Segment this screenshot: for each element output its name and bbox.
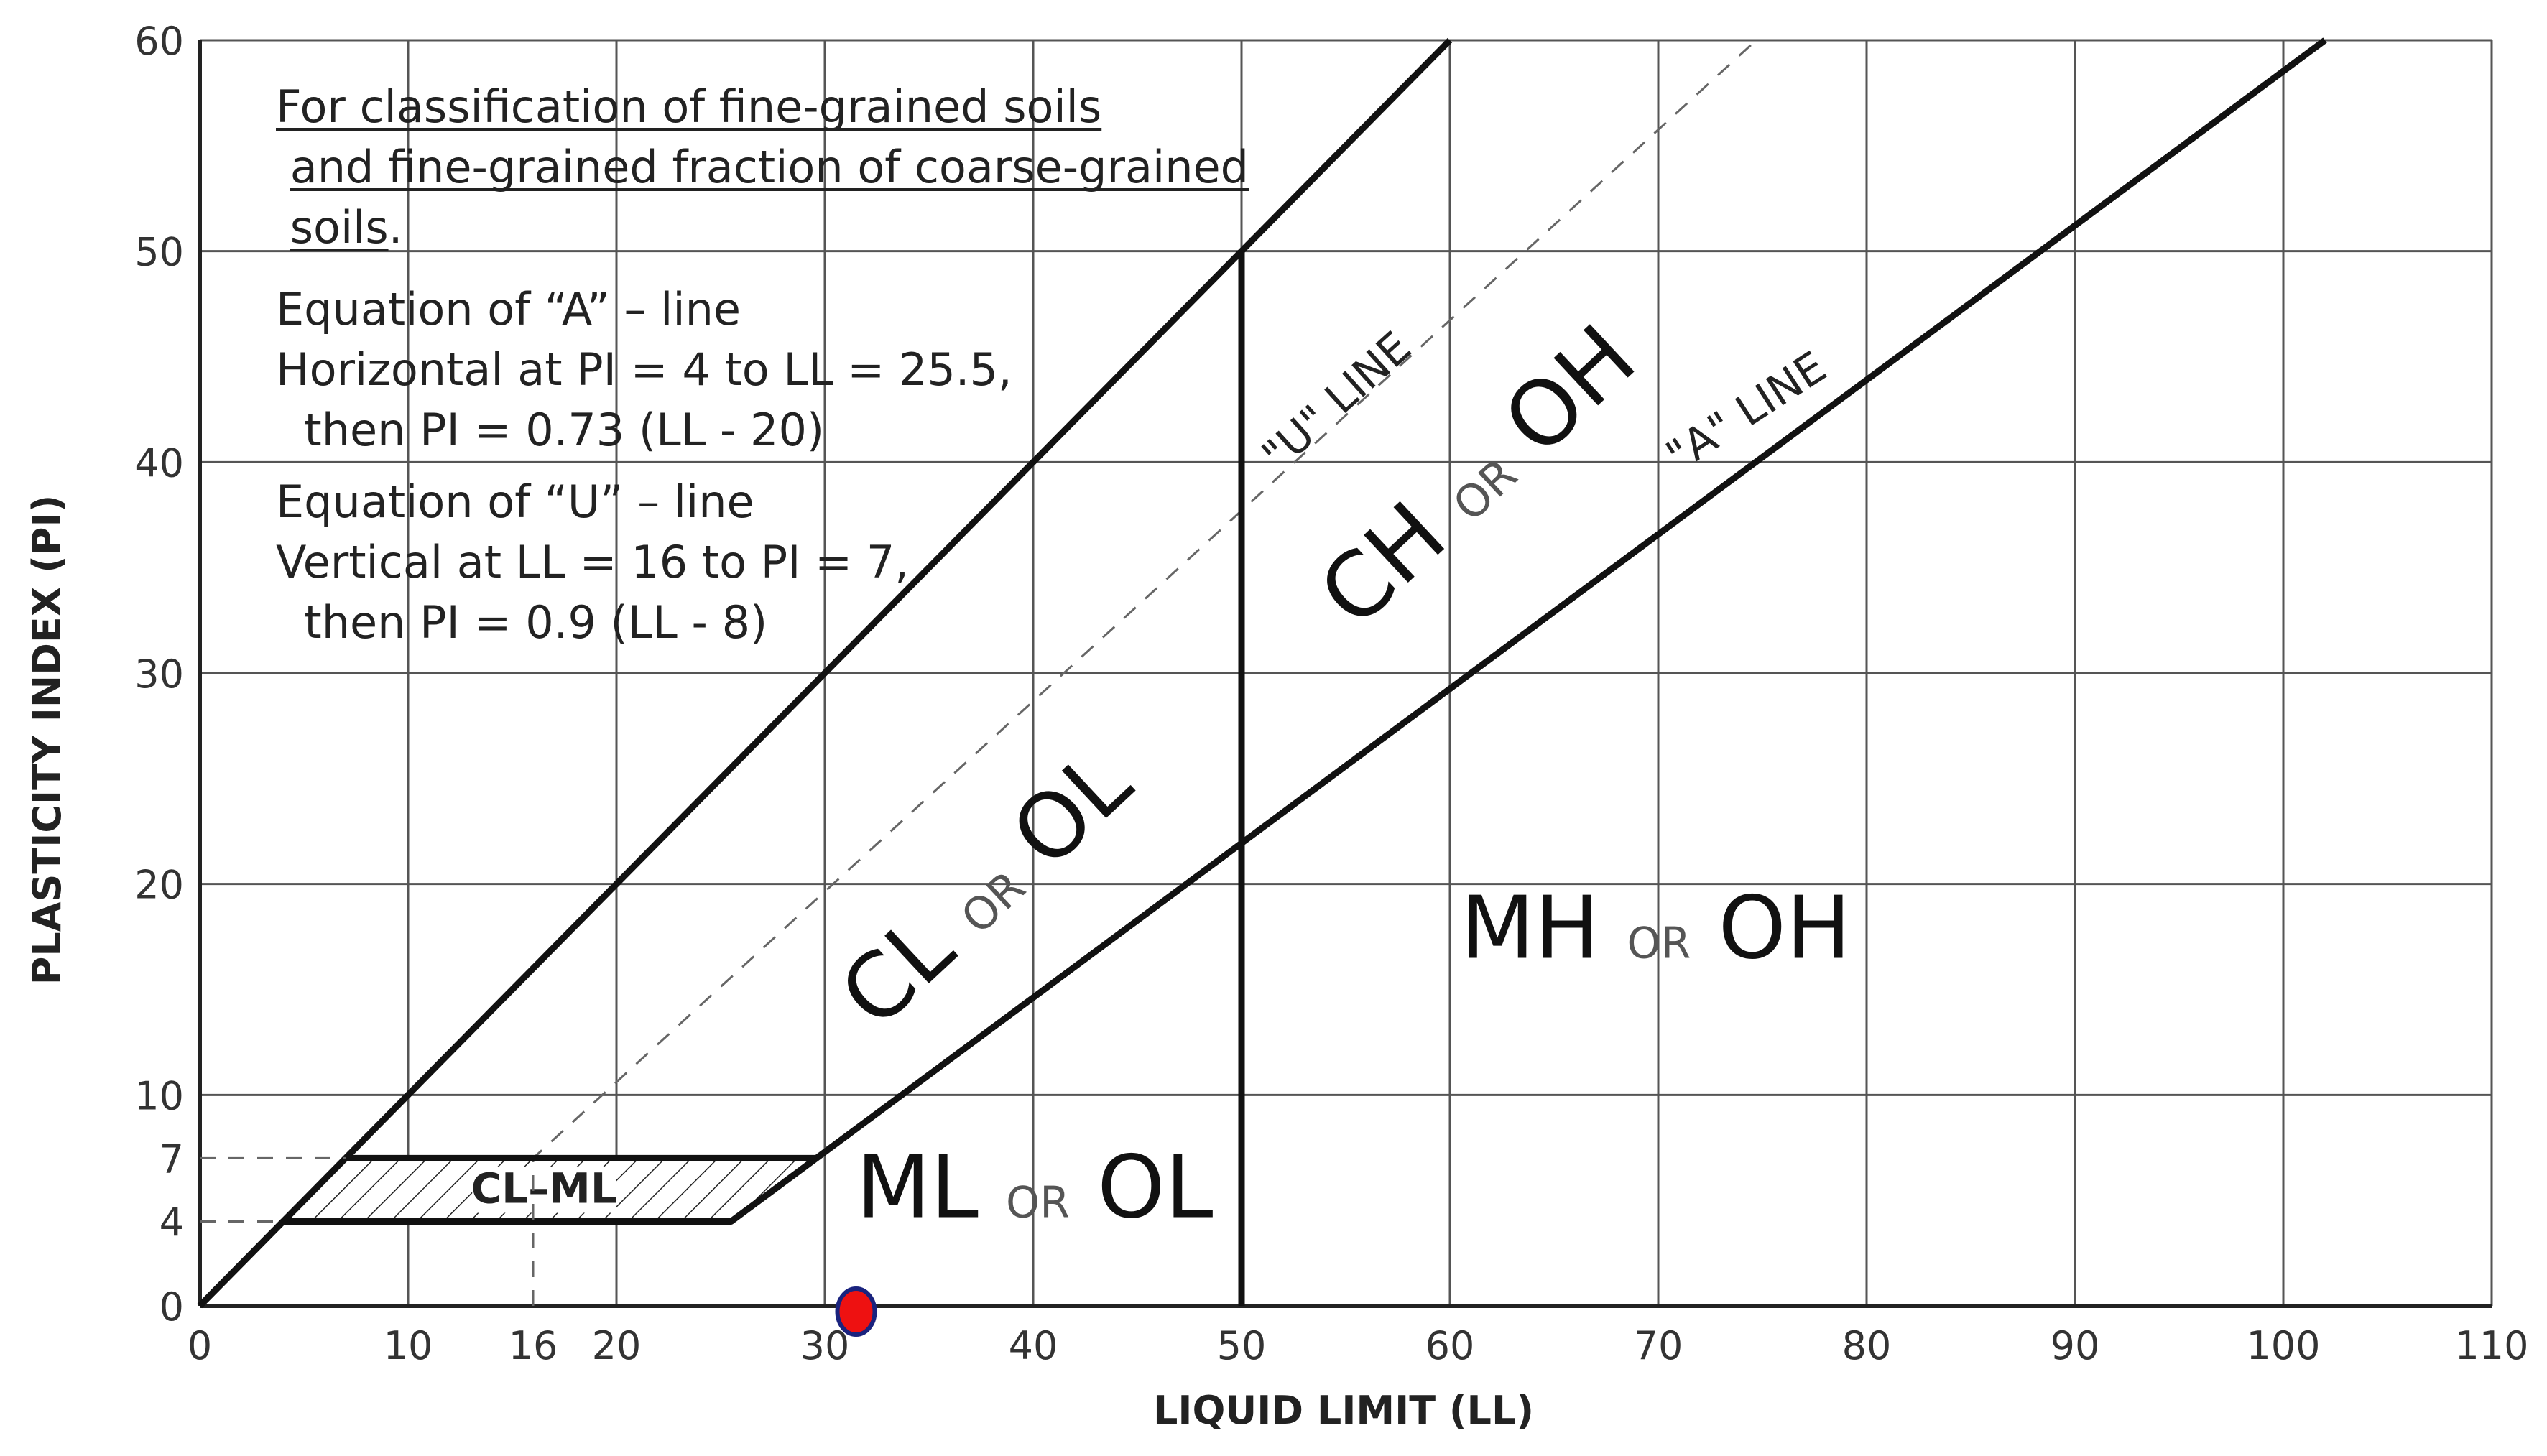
note-a-eq-line: Equation of “A” – line bbox=[276, 283, 741, 335]
note-heading-line: and fine-grained fraction of coarse-grai… bbox=[276, 141, 1249, 193]
y-tick-label: 40 bbox=[134, 440, 184, 486]
x-tick-label: 30 bbox=[800, 1323, 850, 1368]
zone-ml-ol: ML OR OL bbox=[856, 1139, 1214, 1238]
zone-main-1: ML bbox=[856, 1139, 1007, 1238]
cl-ml-label-background bbox=[472, 1167, 616, 1213]
note-heading-line: soils. bbox=[276, 201, 402, 254]
cl-ml-label: CL–ML bbox=[471, 1164, 617, 1212]
y-tick-label: 30 bbox=[134, 652, 184, 697]
cl-ml-region: CL–ML bbox=[276, 1155, 826, 1225]
zone-ml-ol-text: ML OR OL bbox=[856, 1139, 1214, 1238]
note-u-eq-line: then PI = 0.9 (LL - 8) bbox=[276, 596, 767, 649]
x-tick-label: 50 bbox=[1217, 1323, 1267, 1368]
zone-main-1: MH bbox=[1461, 878, 1627, 978]
note-heading-line: For classification of fine-grained soils bbox=[276, 80, 1101, 133]
zone-main-2: OL bbox=[1070, 1139, 1214, 1238]
tick-labels: 0 10 16 20 30 40 50 60 70 80 90 100 110 0 4 7 10 20 30 40 50… bbox=[134, 19, 2528, 1368]
note-a-eq-line: then PI = 0.73 (LL - 20) bbox=[276, 404, 824, 456]
zone-mh-oh: MH OR OH bbox=[1461, 878, 1852, 978]
note-a-eq-line: Horizontal at PI = 4 to LL = 25.5, bbox=[276, 343, 1012, 396]
zone-or: OR bbox=[1627, 918, 1691, 968]
classification-lines bbox=[197, 37, 2327, 1337]
x-tick-label: 60 bbox=[1425, 1323, 1475, 1368]
zone-mh-oh-text: MH OR OH bbox=[1461, 878, 1852, 978]
y-axis-label: PLASTICITY INDEX (PI) bbox=[24, 495, 70, 986]
x-axis-label: LIQUID LIMIT (LL) bbox=[1153, 1388, 1534, 1433]
annotations: For classification of fine-grained soils… bbox=[276, 80, 1249, 649]
note-u-eq-line: Equation of “U” – line bbox=[276, 476, 754, 528]
x-tick-label: 0 bbox=[188, 1323, 212, 1368]
y-tick-label: 10 bbox=[134, 1073, 184, 1118]
x-tick-label: 16 bbox=[509, 1323, 558, 1368]
data-point bbox=[835, 1286, 877, 1337]
y-tick-label: 7 bbox=[160, 1136, 184, 1182]
x-tick-label: 90 bbox=[2051, 1323, 2100, 1368]
grid bbox=[200, 39, 2493, 1306]
y-tick-label: 4 bbox=[160, 1200, 184, 1246]
x-tick-label: 80 bbox=[1842, 1323, 1892, 1368]
zone-or: OR bbox=[1006, 1178, 1070, 1228]
y-tick-label: 20 bbox=[134, 863, 184, 908]
x-tick-label: 110 bbox=[2454, 1323, 2528, 1368]
x-tick-label: 20 bbox=[592, 1323, 642, 1368]
x-tick-label: 10 bbox=[384, 1323, 433, 1368]
y-tick-label: 0 bbox=[160, 1284, 184, 1330]
x-tick-label: 100 bbox=[2246, 1323, 2320, 1368]
plot-frame bbox=[198, 40, 2492, 1308]
x-tick-label: 70 bbox=[1634, 1323, 1683, 1368]
x-tick-label: 40 bbox=[1009, 1323, 1058, 1368]
note-u-eq-line: Vertical at LL = 16 to PI = 7, bbox=[276, 536, 909, 588]
zone-main-2: OH bbox=[1691, 878, 1851, 978]
y-tick-label: 50 bbox=[134, 230, 184, 275]
y-tick-label: 60 bbox=[134, 19, 184, 64]
